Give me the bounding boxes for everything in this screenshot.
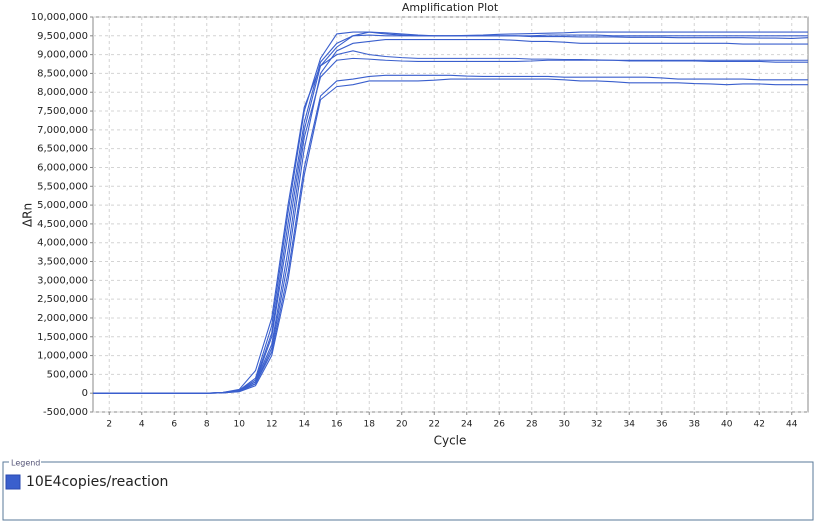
x-tick-label: 8 <box>204 420 210 430</box>
legend-label: 10E4copies/reaction <box>26 474 168 490</box>
chart-title: Amplification Plot <box>402 1 499 14</box>
y-tick-label: 8,500,000 <box>37 68 88 79</box>
x-tick-label: 10 <box>234 420 246 430</box>
legend-title-bg <box>9 459 41 467</box>
y-tick-label: 0 <box>82 388 88 399</box>
x-tick-label: 4 <box>139 420 145 430</box>
x-tick-label: 44 <box>786 420 798 430</box>
y-tick-label: 7,000,000 <box>37 125 88 136</box>
y-tick-label: 8,000,000 <box>37 87 88 98</box>
x-tick-label: 36 <box>656 420 668 430</box>
y-tick-label: 9,500,000 <box>37 31 88 42</box>
y-tick-label: -500,000 <box>43 407 88 418</box>
y-tick-label: 7,500,000 <box>37 106 88 117</box>
x-tick-label: 2 <box>106 420 112 430</box>
x-tick-label: 34 <box>624 420 636 430</box>
y-tick-label: 10,000,000 <box>31 12 88 23</box>
legend-box <box>2 461 814 521</box>
y-tick-label: 6,000,000 <box>37 162 88 173</box>
x-tick-label: 16 <box>331 420 343 430</box>
legend-title: Legend <box>11 459 40 468</box>
plot-area <box>92 16 809 413</box>
y-tick-label: 4,000,000 <box>37 238 88 249</box>
y-tick-label: 5,500,000 <box>37 181 88 192</box>
y-tick-label: 2,000,000 <box>37 313 88 324</box>
y-tick-label: 3,000,000 <box>37 275 88 286</box>
y-tick-label: 6,500,000 <box>37 144 88 155</box>
x-tick-label: 22 <box>429 420 440 430</box>
legend-swatch <box>5 474 21 490</box>
x-tick-label: 30 <box>559 420 571 430</box>
x-tick-label: 14 <box>299 420 311 430</box>
x-tick-label: 18 <box>364 420 376 430</box>
amplification-curve <box>93 78 808 394</box>
x-tick-label: 26 <box>494 420 506 430</box>
y-axis-label: ΔRn <box>21 203 35 227</box>
x-tick-label: 42 <box>754 420 765 430</box>
x-axis-label: Cycle <box>434 434 467 448</box>
x-tick-label: 20 <box>396 420 408 430</box>
y-tick-label: 4,500,000 <box>37 219 88 230</box>
x-tick-label: 12 <box>266 420 277 430</box>
y-tick-label: 1,500,000 <box>37 332 88 343</box>
y-tick-label: 5,000,000 <box>37 200 88 211</box>
y-tick-label: 500,000 <box>47 369 88 380</box>
x-tick-label: 38 <box>689 420 701 430</box>
y-tick-label: 9,000,000 <box>37 50 88 61</box>
x-tick-label: 40 <box>721 420 733 430</box>
y-tick-label: 1,000,000 <box>37 351 88 362</box>
x-tick-label: 32 <box>591 420 602 430</box>
y-tick-label: 2,500,000 <box>37 294 88 305</box>
x-tick-label: 28 <box>526 420 538 430</box>
x-tick-label: 6 <box>171 420 177 430</box>
y-tick-label: 3,500,000 <box>37 257 88 268</box>
x-tick-label: 24 <box>461 420 473 430</box>
